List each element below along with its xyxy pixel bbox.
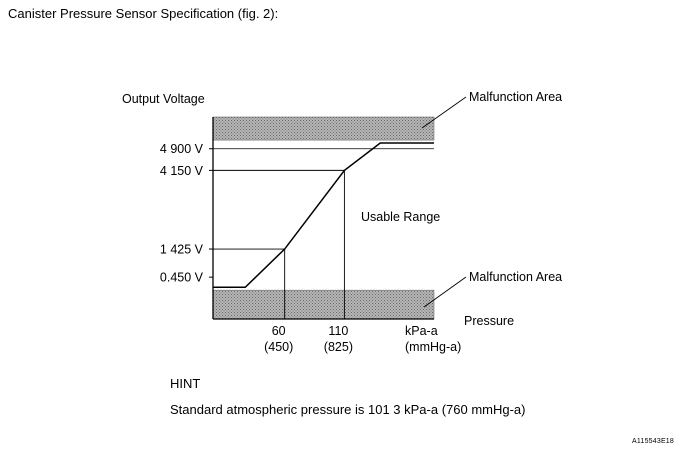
x-tick-sublabel-0: (450) — [264, 340, 293, 354]
y-tick-label-1: 4 150 V — [160, 164, 204, 178]
page-heading: Canister Pressure Sensor Specification (… — [8, 6, 279, 21]
y-tick-label-2: 1 425 V — [160, 243, 204, 257]
usable-range-label: Usable Range — [361, 210, 440, 224]
malfunction-band-upper — [212, 116, 435, 141]
malfunction-leader-upper — [421, 96, 467, 129]
malfunction-area-label-lower: Malfunction Area — [469, 270, 562, 284]
x-tick-sublabel-1: (825) — [324, 340, 353, 354]
malfunction-area-label-upper: Malfunction Area — [469, 90, 562, 104]
y-tick-label-3: 0.450 V — [160, 271, 204, 285]
x-unit-sublabel: (mmHg-a) — [405, 340, 461, 354]
malfunction-leader-lower — [423, 276, 467, 308]
hint-title: HINT — [170, 376, 201, 391]
figure-reference-code: A115543E18 — [632, 438, 674, 445]
pressure-voltage-chart: 4 900 V 4 150 V 1 425 V 0.450 V 60 (450) 110 (8… — [122, 90, 562, 354]
hint-text: Standard atmospheric pressure is 101 3 k… — [170, 402, 526, 417]
x-tick-label-0: 60 — [272, 324, 286, 338]
x-tick-label-1: 110 — [328, 324, 348, 338]
y-axis-title: Output Voltage — [122, 92, 205, 106]
y-tick-label-0: 4 900 V — [160, 142, 204, 156]
malfunction-band-lower — [212, 289, 435, 320]
output-voltage-curve — [213, 142, 434, 289]
x-axis-title: Pressure — [464, 314, 514, 328]
x-unit-label: kPa-a — [405, 324, 438, 338]
